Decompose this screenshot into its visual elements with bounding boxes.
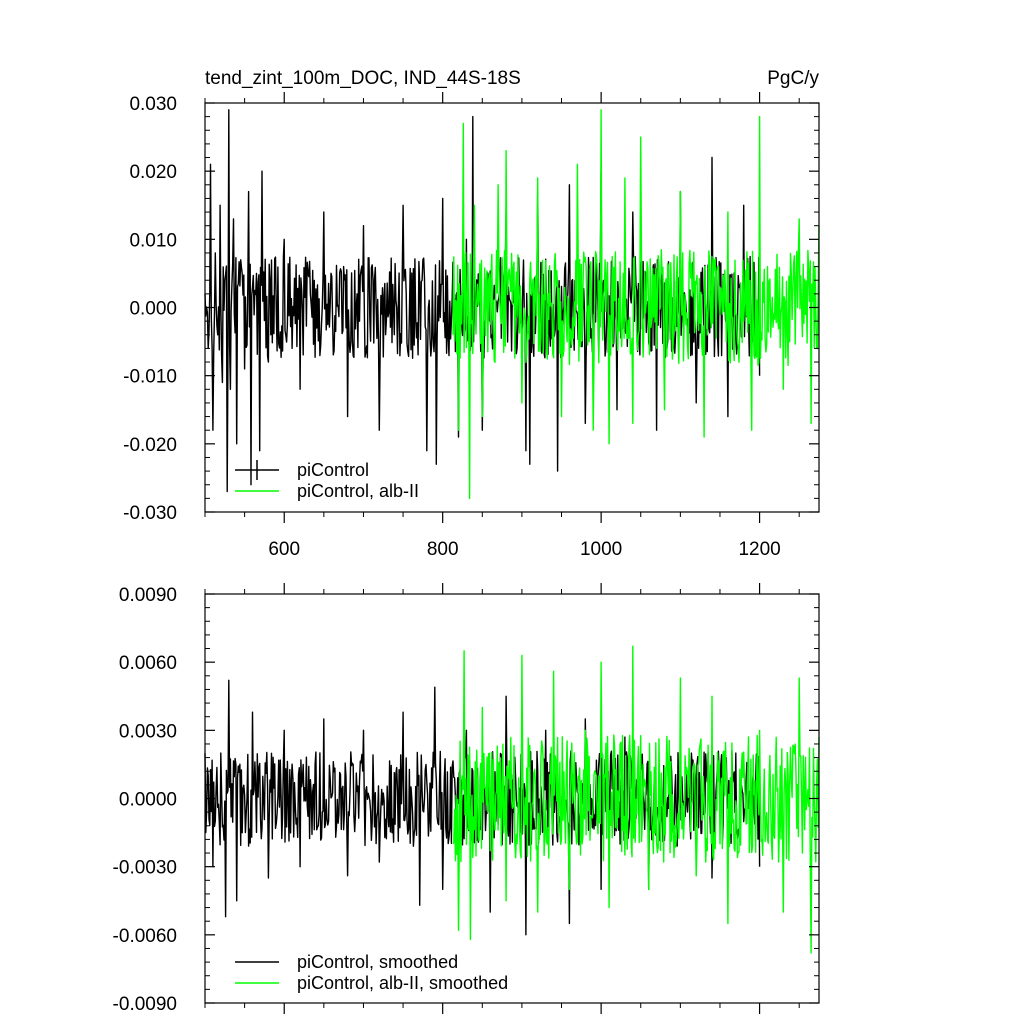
y-tick-label: 0.0000 [119, 790, 177, 811]
axes: -0.030 -0.020 -0.010 0.000 0.010 0.020 0.030 60… [123, 92, 819, 560]
x-tick-label: 1200 [738, 539, 780, 560]
y-tick-label: -0.0090 [113, 994, 177, 1015]
units-label: PgC/y [767, 68, 819, 89]
series-line-2 [452, 645, 820, 954]
y-tick-label: 0.0090 [119, 585, 177, 606]
plot-frame [204, 593, 820, 1004]
y-tick-label: 0.010 [129, 230, 177, 251]
y-tick-label: 0.000 [129, 299, 177, 320]
y-tick-label: 0.030 [129, 94, 177, 115]
series-layer [204, 645, 820, 954]
legend-label: piControl, alb-II [297, 481, 419, 501]
x-tick-label: 600 [268, 539, 300, 560]
x-tick-label: 800 [427, 539, 459, 560]
axes: -0.0090 -0.0060 -0.0030 0.0000 0.0030 0.0060 0… [113, 583, 819, 1015]
legend-label: piControl, smoothed [297, 952, 458, 972]
bottom-panel: -0.0090 -0.0060 -0.0030 0.0000 0.0030 0.0060 0… [113, 583, 820, 1015]
plot-frame [204, 102, 820, 513]
y-tick-label: 0.0060 [119, 653, 177, 674]
top-panel: tend_zint_100m_DOC, IND_44S-18S PgC/y -0… [123, 68, 820, 560]
series-layer [204, 109, 820, 500]
y-tick-label: -0.030 [123, 503, 177, 524]
legend-label: piControl, alb-II, smoothed [297, 973, 508, 993]
y-tick-label: 0.0030 [119, 721, 177, 742]
series-line-1 [204, 679, 761, 936]
y-tick-label: -0.0030 [113, 858, 177, 879]
y-tick-label: -0.0060 [113, 926, 177, 947]
x-tick-label: 1000 [580, 539, 622, 560]
series-line-2 [452, 109, 820, 500]
y-tick-label: 0.020 [129, 162, 177, 183]
legend-label: piControl [297, 460, 369, 480]
y-tick-label: -0.020 [123, 435, 177, 456]
y-tick-label: -0.010 [123, 367, 177, 388]
chart-title: tend_zint_100m_DOC, IND_44S-18S [205, 68, 521, 89]
